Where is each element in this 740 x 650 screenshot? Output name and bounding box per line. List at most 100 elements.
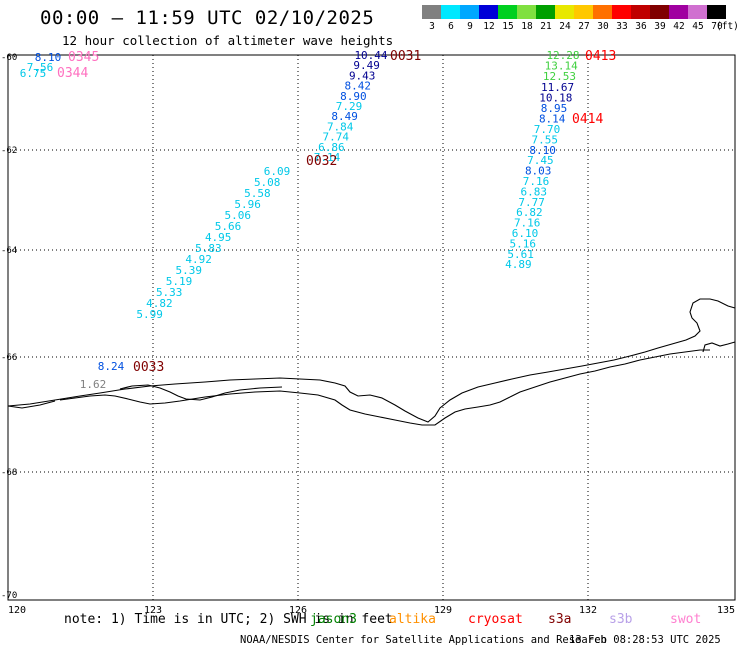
- satellite-legend-swot: swot: [670, 612, 702, 627]
- wave-height-value: 7.84: [327, 120, 354, 133]
- colorbar-swatch: [441, 5, 460, 19]
- latitude-label: -60: [1, 53, 17, 63]
- wave-height-value: 6.10: [512, 227, 539, 240]
- wave-height-value: 4.92: [185, 253, 212, 266]
- map-frame: [7, 54, 736, 601]
- colorbar-swatch: [688, 5, 707, 19]
- colorbar-label: 9: [467, 21, 473, 32]
- colorbar-swatch: [422, 5, 441, 19]
- colorbar-label: 39: [654, 21, 666, 32]
- wave-height-value: 7.74: [323, 131, 350, 144]
- note-text: note: 1) Time is in UTC; 2) SWH is in fe…: [64, 612, 393, 627]
- pass-time-label: 0344: [57, 66, 88, 81]
- wave-height-value: 10.18: [539, 91, 572, 104]
- wave-height-value: 1.62: [80, 378, 107, 391]
- wave-height-value: 7.56: [27, 61, 54, 74]
- coastline-west-bay: [119, 384, 283, 401]
- wave-height-value: 7.14: [314, 151, 341, 164]
- wave-height-value: 7.45: [527, 154, 554, 167]
- colorbar-label: 21: [540, 21, 552, 32]
- longitude-label: 120: [8, 605, 26, 616]
- wave-height-value: 7.16: [523, 175, 550, 188]
- colorbar-label: 18: [521, 21, 533, 32]
- wave-height-value: 8.95: [541, 102, 568, 115]
- colorbar-label: 27: [578, 21, 590, 32]
- latitude-label: -70: [1, 591, 17, 601]
- wave-height-value: 6.83: [521, 185, 548, 198]
- wave-height-value: 8.03: [525, 165, 552, 178]
- colorbar-label: 6: [448, 21, 454, 32]
- colorbar-swatch: [631, 5, 650, 19]
- wave-height-value: 9.43: [349, 69, 376, 82]
- altimeter-tracks: 10.449.499.438.428.907.298.497.847.746.8…: [20, 49, 617, 391]
- credit-line: NOAA/NESDIS Center for Satellite Applica…: [240, 634, 607, 646]
- wave-height-value: 6.09: [264, 165, 291, 178]
- wave-height-value: 4.89: [505, 258, 532, 271]
- wave-height-value: 8.24: [98, 360, 125, 373]
- colorbar-swatch: [612, 5, 631, 19]
- satellite-legend-altika: altika: [389, 612, 436, 627]
- pass-time-label: 0414: [572, 112, 603, 127]
- longitude-label: 132: [579, 605, 597, 616]
- wave-height-value: 5.66: [215, 220, 242, 233]
- map-title: 00:00 – 11:59 UTC 02/10/2025: [40, 7, 375, 29]
- wave-height-value: 8.49: [331, 110, 358, 123]
- longitude-label: 129: [434, 605, 452, 616]
- latitude-label: -62: [1, 146, 17, 156]
- wave-height-value: 5.08: [254, 176, 281, 189]
- wave-height-value: 8.42: [345, 80, 372, 93]
- generation-timestamp: 13 Feb 08:28:53 UTC 2025: [569, 634, 721, 646]
- colorbar-unit: (ft): [716, 21, 739, 32]
- wave-height-value: 12.53: [543, 70, 576, 83]
- wave-height-value: 5.16: [510, 237, 537, 250]
- wave-height-value: 5.19: [166, 275, 193, 288]
- colorbar-swatch: [555, 5, 574, 19]
- wave-height-value: 7.29: [336, 100, 363, 113]
- wave-height-value: 5.83: [195, 242, 222, 255]
- wave-height-value: 7.70: [534, 123, 561, 136]
- colorbar-swatch: [517, 5, 536, 19]
- pass-time-label: 0033: [133, 360, 164, 375]
- colorbar-label: 70: [711, 21, 723, 32]
- wave-height-value: 12.28: [546, 49, 579, 62]
- colorbar-swatch: [669, 5, 688, 19]
- wave-height-value: 4.95: [205, 231, 232, 244]
- wave-height-value: 5.96: [234, 198, 261, 211]
- colorbar-swatch: [574, 5, 593, 19]
- longitude-label: 123: [144, 605, 162, 616]
- wave-height-value: 7.55: [532, 133, 559, 146]
- colorbar-label: 33: [616, 21, 628, 32]
- wave-height-value: 6.86: [318, 141, 345, 154]
- colorbar-swatch: [707, 5, 726, 19]
- colorbar-swatch: [593, 5, 612, 19]
- colorbar-swatch: [536, 5, 555, 19]
- pass-time-label: 0031: [390, 49, 421, 64]
- colorbar-swatch: [479, 5, 498, 19]
- coastline-main: [7, 298, 736, 423]
- longitude-label: 135: [717, 605, 735, 616]
- wave-height-value: 7.77: [518, 196, 545, 209]
- latitude-label: -68: [1, 468, 17, 478]
- colorbar-label: 15: [502, 21, 514, 32]
- wave-height-value: 11.67: [541, 81, 574, 94]
- wave-height-value: 5.06: [225, 209, 252, 222]
- wave-height-value: 8.14: [539, 113, 566, 126]
- map-subtitle: 12 hour collection of altimeter wave hei…: [62, 33, 394, 48]
- coastline-ice-shelf-edge: [7, 390, 511, 426]
- wave-height-value: 5.33: [156, 286, 183, 299]
- wave-height-value: 8.10: [35, 51, 62, 64]
- colorbar-label: 42: [673, 21, 685, 32]
- satellite-legend-s3a: s3a: [548, 612, 572, 627]
- latitude-label: -66: [1, 353, 17, 363]
- wave-height-value: 4.82: [146, 297, 173, 310]
- wave-height-value: 9.49: [353, 59, 380, 72]
- satellite-legend-cryosat: cryosat: [468, 612, 523, 627]
- wave-height-value: 6.75: [20, 67, 47, 80]
- wave-height-value: 7.16: [514, 217, 541, 230]
- colorbar-label: 12: [483, 21, 495, 32]
- graticule: 120 123 126 129 132 135 -60 -62 -64 -66 -68 -70: [1, 53, 735, 616]
- pass-time-label: 0413: [585, 49, 616, 64]
- wave-height-value: 5.58: [244, 187, 271, 200]
- colorbar-label: 36: [635, 21, 647, 32]
